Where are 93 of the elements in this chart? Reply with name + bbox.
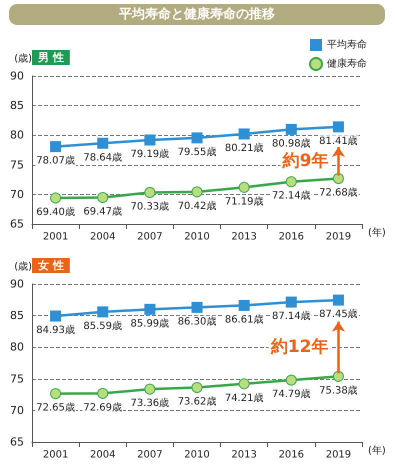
- data-label: 74.21歳: [224, 392, 264, 404]
- x-tick-label: 2001: [42, 232, 68, 242]
- y-tick-label: 75: [10, 158, 24, 172]
- x-tick-label: 2010: [184, 232, 210, 242]
- point: [286, 374, 297, 386]
- point: [332, 173, 344, 184]
- data-label: 73.36歳: [130, 397, 170, 410]
- x-tick-label: 2004: [90, 232, 116, 242]
- point: [332, 370, 344, 382]
- x-tick-label: 2007: [137, 232, 163, 242]
- annotation: 約12年: [270, 337, 328, 357]
- x-tick-label: 2019: [326, 232, 352, 242]
- chart-title: 平均寿命と健康寿命の推移: [118, 6, 275, 22]
- data-label: 69.40歳: [36, 206, 75, 218]
- x-tick-label: 2004: [90, 450, 116, 460]
- point: [97, 388, 108, 399]
- y-tick-label: 70: [10, 404, 24, 417]
- data-label: 70.33歳: [130, 200, 170, 212]
- x-tick-label: 2016: [278, 450, 304, 460]
- x-tick-label: 2013: [231, 450, 257, 460]
- data-label: 72.14歳: [272, 190, 311, 202]
- data-label: 87.45歳: [319, 308, 358, 320]
- x-tick-label: 2010: [184, 450, 210, 460]
- x-axis-title: (年): [368, 444, 386, 456]
- point: [332, 121, 344, 132]
- data-label: 78.07歳: [36, 154, 75, 167]
- point: [332, 294, 344, 306]
- point: [50, 388, 62, 400]
- point: [238, 300, 250, 311]
- data-label: 84.93歳: [36, 324, 75, 336]
- y-tick-label: 65: [10, 436, 24, 448]
- x-tick-label: 2019: [326, 450, 352, 460]
- x-axis-title: (年): [368, 226, 386, 238]
- point: [286, 124, 297, 135]
- data-label: 86.30歳: [178, 315, 216, 328]
- chart-subtitle: 男 性: [37, 51, 64, 64]
- point: [144, 384, 156, 395]
- x-tick-label: 2001: [42, 450, 68, 460]
- data-label: 74.79歳: [272, 388, 311, 400]
- data-label: 72.65歳: [36, 402, 75, 414]
- y-tick-label: 90: [10, 70, 24, 82]
- data-label: 80.21歳: [224, 142, 264, 154]
- point: [238, 128, 250, 140]
- point: [192, 186, 202, 198]
- data-label: 85.99歳: [130, 317, 170, 330]
- point: [144, 134, 156, 146]
- point: [144, 186, 156, 198]
- data-label: 81.41歳: [319, 134, 358, 147]
- point: [144, 304, 156, 315]
- y-tick-label: 75: [10, 372, 24, 386]
- y-tick-label: 85: [10, 309, 24, 322]
- legend-label: 健康寿命: [327, 58, 367, 70]
- y-axis-title: (歳): [14, 260, 32, 272]
- data-label: 79.19歳: [130, 148, 170, 160]
- point: [97, 138, 108, 149]
- data-label: 85.59歳: [83, 320, 122, 332]
- data-label: 80.98歳: [272, 137, 311, 150]
- data-label: 78.64歳: [83, 151, 122, 164]
- data-label: 70.42歳: [178, 200, 216, 212]
- y-tick-label: 70: [10, 188, 24, 201]
- data-label: 86.61歳: [224, 313, 264, 326]
- point: [192, 382, 202, 394]
- data-label: 71.19歳: [224, 195, 264, 208]
- point: [97, 192, 108, 204]
- data-label: 79.55歳: [178, 146, 216, 158]
- point: [50, 141, 62, 152]
- point: [97, 306, 108, 318]
- x-tick-label: 2013: [231, 232, 257, 242]
- data-label: 87.14歳: [272, 310, 311, 322]
- y-axis-title: (歳): [14, 52, 32, 64]
- point: [50, 192, 62, 204]
- data-label: 72.68歳: [319, 186, 358, 199]
- y-tick-label: 65: [10, 218, 24, 230]
- point: [192, 132, 202, 144]
- y-tick-label: 90: [10, 278, 24, 290]
- data-label: 75.38歳: [319, 384, 358, 396]
- point: [286, 296, 297, 308]
- y-tick-label: 85: [10, 99, 24, 112]
- y-tick-label: 80: [10, 340, 24, 354]
- data-label: 69.47歳: [83, 206, 122, 218]
- point: [238, 378, 250, 390]
- data-label: 73.62歳: [178, 396, 216, 408]
- point: [50, 310, 62, 322]
- annotation: 約9年: [282, 150, 328, 171]
- legend-label: 平均寿命: [327, 38, 367, 50]
- x-tick-label: 2016: [278, 232, 304, 242]
- point: [238, 182, 250, 193]
- y-tick-label: 80: [10, 128, 24, 142]
- data-label: 72.69歳: [83, 401, 122, 414]
- chart-subtitle: 女 性: [37, 259, 64, 272]
- x-tick-label: 2007: [137, 450, 163, 460]
- point: [192, 302, 202, 313]
- point: [286, 176, 297, 188]
